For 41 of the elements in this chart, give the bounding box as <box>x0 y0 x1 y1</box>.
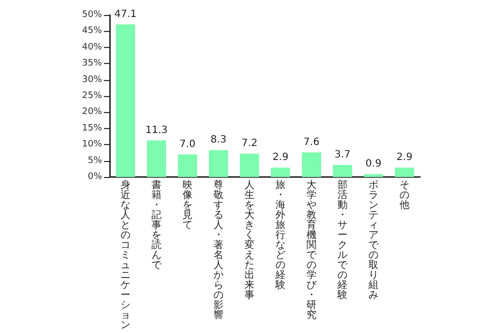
x-tick-label: その他 <box>399 180 410 211</box>
category-label: ボランティアでの取り組み <box>368 180 378 301</box>
data-label: 7.2 <box>242 138 258 150</box>
bar <box>302 152 322 177</box>
y-tick-label: 40% <box>82 42 102 52</box>
y-tick-label: 50% <box>82 10 102 20</box>
category-label: 書籍・記事を読んで <box>152 180 162 271</box>
y-tick-label: 0% <box>88 172 102 182</box>
data-label: 8.3 <box>210 134 226 146</box>
y-tick-label: 45% <box>82 26 102 36</box>
y-tick-label: 10% <box>82 140 102 150</box>
category-label: 大学や教育機関での学び・研究 <box>306 180 316 321</box>
y-tick-label: 20% <box>82 107 102 118</box>
category-label: 人生を大きく変えた出来事 <box>244 180 254 301</box>
data-label: 7.0 <box>180 138 196 150</box>
category-label: 尊敬する人・著名人からの影響 <box>214 180 224 321</box>
data-label: 47.1 <box>114 8 137 20</box>
y-tick-label: 15% <box>82 123 102 134</box>
y-tick-label: 5% <box>88 156 102 166</box>
y-tick-label: 25% <box>82 91 102 101</box>
category-label: 旅・海外旅行などの経験 <box>276 180 286 291</box>
data-label: 2.9 <box>272 152 288 164</box>
bar <box>394 168 414 177</box>
bar <box>332 165 352 177</box>
bar <box>270 168 290 177</box>
category-label: 身近な人とのコミュニケーション <box>120 180 130 331</box>
data-label: 3.7 <box>334 150 350 161</box>
x-tick-label: 映像を見て <box>182 180 193 231</box>
bar <box>178 154 198 177</box>
y-tick-label: 35% <box>82 58 102 69</box>
bar <box>208 150 228 177</box>
y-tick-label: 30% <box>82 74 102 85</box>
bar <box>116 24 136 177</box>
bar <box>364 174 384 177</box>
data-label: 0.9 <box>366 158 382 170</box>
data-label: 7.6 <box>304 136 320 148</box>
data-label: 11.3 <box>145 124 168 136</box>
bar <box>240 154 260 177</box>
data-label: 2.9 <box>396 152 412 164</box>
category-label: 部活動・サークルでの経験 <box>338 180 348 301</box>
bar <box>146 140 166 177</box>
